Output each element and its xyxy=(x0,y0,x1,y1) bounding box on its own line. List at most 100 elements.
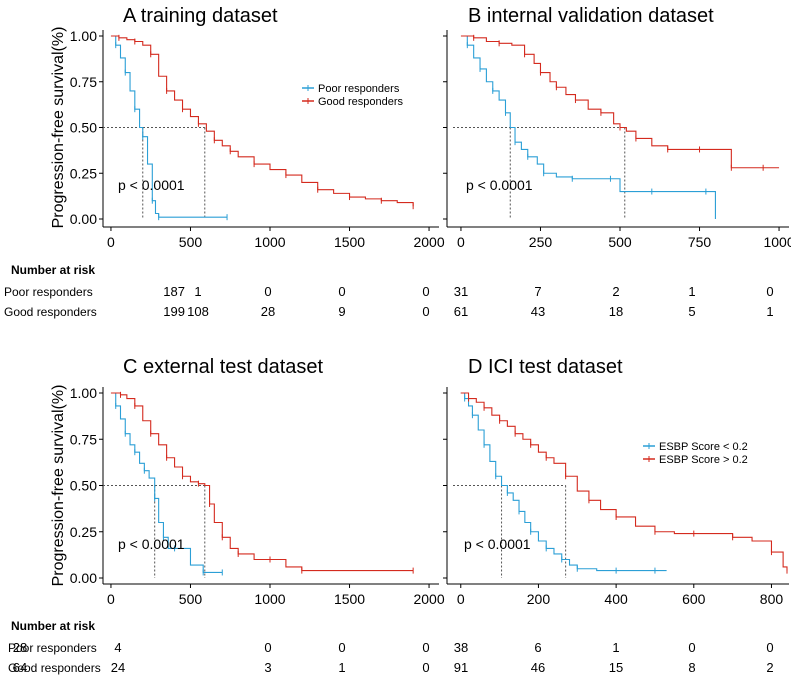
risk-count: 5 xyxy=(688,304,695,319)
x-tick-label: 1000 xyxy=(254,591,285,607)
km-curve-poor xyxy=(110,35,228,218)
x-tick-label: 250 xyxy=(529,234,553,250)
risk-count: 2 xyxy=(766,660,773,675)
km-curve-good xyxy=(110,35,414,207)
risk-row-label: Good responders xyxy=(4,305,97,319)
x-tick-label: 200 xyxy=(527,591,551,607)
risk-count: 3 xyxy=(264,660,271,675)
x-tick-label: 0 xyxy=(107,591,115,607)
x-tick-label: 1000 xyxy=(763,234,791,250)
x-tick-label: 800 xyxy=(760,591,784,607)
x-tick-label: 0 xyxy=(457,234,465,250)
risk-count: 0 xyxy=(422,304,429,319)
y-tick-label: 0.75 xyxy=(70,431,97,447)
risk-count: 18 xyxy=(609,304,623,319)
x-tick-label: 500 xyxy=(179,591,203,607)
risk-count: 0 xyxy=(422,640,429,655)
x-tick-label: 0 xyxy=(457,591,465,607)
panel-title: D ICI test dataset xyxy=(468,356,623,378)
y-tick-label: 0.50 xyxy=(70,120,97,136)
risk-count: 187 xyxy=(163,284,185,299)
y-tick-label: 1.00 xyxy=(70,385,97,401)
y-tick-label: 0.00 xyxy=(70,570,97,586)
risk-count: 1 xyxy=(612,640,619,655)
risk-count: 91 xyxy=(454,660,468,675)
risk-count: 9 xyxy=(338,304,345,319)
risk-row-label: Good responders xyxy=(8,661,101,675)
risk-count: 64 xyxy=(13,660,27,675)
p-value-label: p < 0.0001 xyxy=(118,177,185,193)
risk-count: 4 xyxy=(114,640,121,655)
x-tick-label: 750 xyxy=(688,234,712,250)
risk-count: 15 xyxy=(609,660,623,675)
risk-count: 0 xyxy=(264,640,271,655)
risk-count: 1 xyxy=(766,304,773,319)
y-tick-label: 0.50 xyxy=(70,478,97,494)
risk-count: 0 xyxy=(766,284,773,299)
risk-table-header: Number at risk xyxy=(11,619,95,633)
risk-count: 108 xyxy=(187,304,209,319)
panel-title: C external test dataset xyxy=(123,356,324,378)
risk-count: 43 xyxy=(531,304,545,319)
risk-count: 24 xyxy=(111,660,125,675)
risk-count: 8 xyxy=(688,660,695,675)
x-tick-label: 1000 xyxy=(254,234,285,250)
legend-entry: ESBP Score < 0.2 xyxy=(659,441,748,453)
risk-table-header: Number at risk xyxy=(11,263,95,277)
p-value-label: p < 0.0001 xyxy=(466,177,533,193)
km-curve-good xyxy=(460,35,780,169)
risk-row-label: Poor responders xyxy=(8,641,97,655)
panel-title: A training dataset xyxy=(123,5,278,27)
y-axis-title: Progression-free survival(%) xyxy=(50,385,67,587)
risk-count: 28 xyxy=(261,304,275,319)
risk-count: 38 xyxy=(454,640,468,655)
p-value-label: p < 0.0001 xyxy=(464,536,531,552)
risk-count: 1 xyxy=(688,284,695,299)
risk-count: 1 xyxy=(338,660,345,675)
risk-count: 7 xyxy=(534,284,541,299)
risk-count: 31 xyxy=(454,284,468,299)
risk-count: 0 xyxy=(766,640,773,655)
risk-count: 6 xyxy=(534,640,541,655)
risk-count: 199 xyxy=(163,304,185,319)
x-tick-label: 600 xyxy=(682,591,706,607)
x-tick-label: 1500 xyxy=(334,234,365,250)
risk-count: 0 xyxy=(338,640,345,655)
x-tick-label: 2000 xyxy=(413,591,444,607)
x-tick-label: 400 xyxy=(604,591,628,607)
risk-count: 0 xyxy=(422,284,429,299)
risk-count: 46 xyxy=(531,660,545,675)
legend-entry: ESBP Score > 0.2 xyxy=(659,454,748,466)
risk-count: 28 xyxy=(13,640,27,655)
risk-count: 61 xyxy=(454,304,468,319)
risk-count: 2 xyxy=(612,284,619,299)
p-value-label: p < 0.0001 xyxy=(118,536,185,552)
legend-entry: Poor responders xyxy=(318,83,400,95)
legend-entry: Good responders xyxy=(318,96,403,108)
y-tick-label: 0.75 xyxy=(70,74,97,90)
risk-count: 0 xyxy=(422,660,429,675)
y-tick-label: 0.25 xyxy=(70,165,97,181)
risk-row-label: Poor responders xyxy=(4,285,93,299)
x-tick-label: 500 xyxy=(179,234,203,250)
y-tick-label: 0.25 xyxy=(70,524,97,540)
risk-count: 0 xyxy=(264,284,271,299)
km-curve-poor xyxy=(460,35,716,219)
y-tick-label: 0.00 xyxy=(70,211,97,227)
x-tick-label: 500 xyxy=(608,234,632,250)
risk-count: 1 xyxy=(194,284,201,299)
risk-count: 0 xyxy=(688,640,695,655)
x-tick-label: 2000 xyxy=(413,234,444,250)
km-curve-poor xyxy=(110,392,223,573)
risk-count: 0 xyxy=(338,284,345,299)
x-tick-label: 0 xyxy=(107,234,115,250)
panel-title: B internal validation dataset xyxy=(468,5,714,27)
y-axis-title: Progression-free survival(%) xyxy=(50,27,67,229)
y-tick-label: 1.00 xyxy=(70,28,97,44)
x-tick-label: 1500 xyxy=(334,591,365,607)
